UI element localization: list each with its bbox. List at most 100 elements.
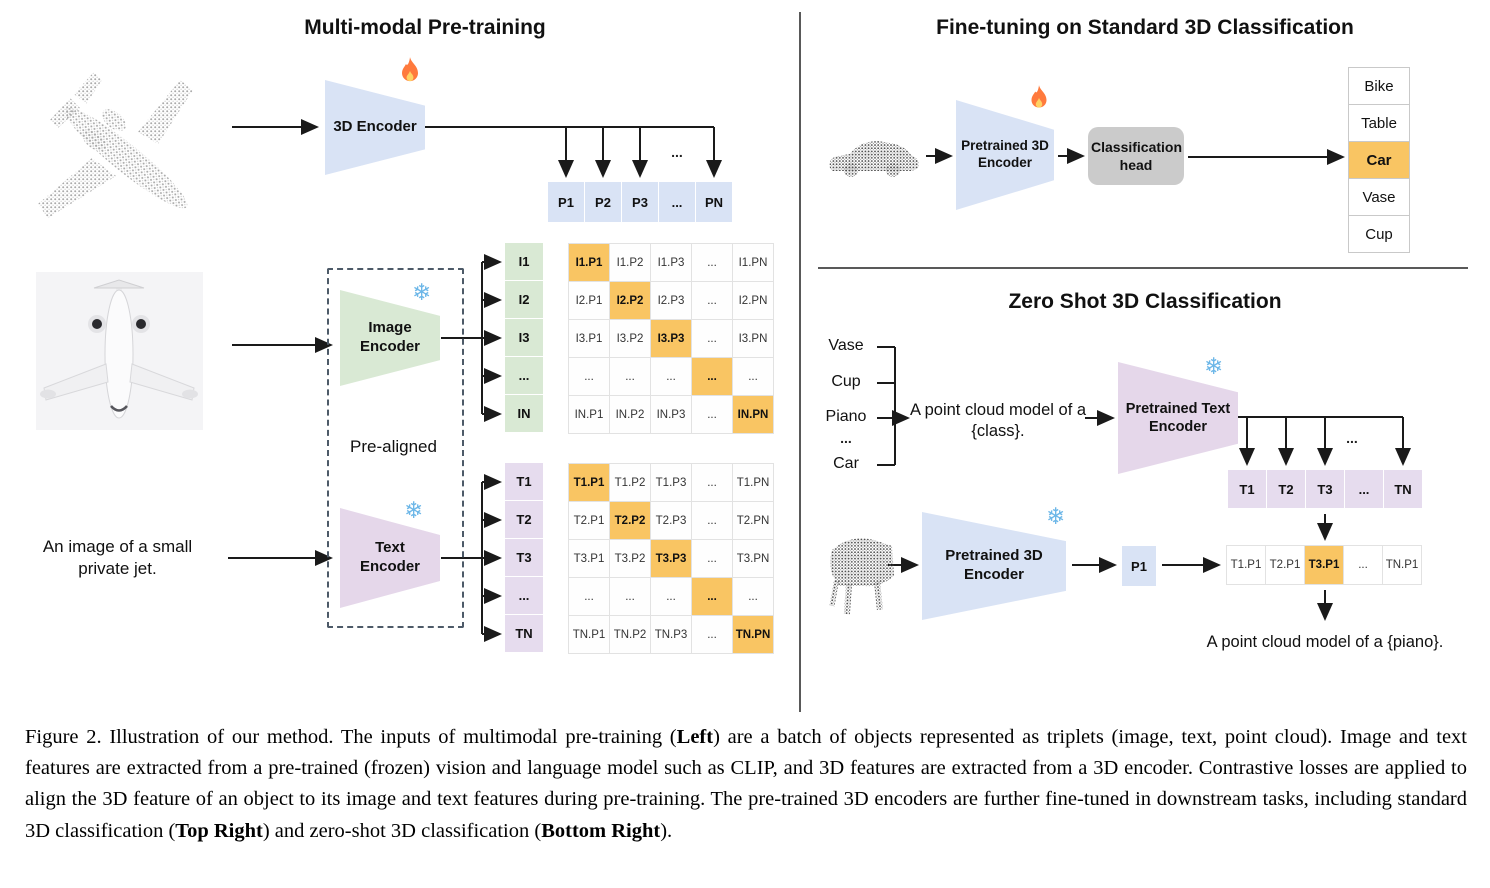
t-feature-cell: TN bbox=[1384, 470, 1422, 508]
zeroshot-3d-encoder: Pretrained 3D Encoder bbox=[922, 512, 1066, 620]
image-feature-labels: I1 I2 I3 ... IN bbox=[505, 243, 543, 432]
p-feature-cell: P1 bbox=[548, 182, 584, 222]
p-feature-cell: P2 bbox=[585, 182, 621, 222]
matrix-cell: T3.P2 bbox=[610, 540, 650, 577]
matrix-cell: T2.P1 bbox=[569, 502, 609, 539]
matrix-cell: ... bbox=[610, 358, 650, 395]
snowflake-icon: ❄ bbox=[412, 280, 432, 306]
private-jet-image bbox=[36, 272, 203, 430]
predicted-class: Car bbox=[1349, 142, 1409, 179]
class-option: Cup bbox=[1365, 225, 1393, 243]
matrix-cell: ... bbox=[692, 540, 732, 577]
class-list: Bike Table Car Vase Cup bbox=[1348, 67, 1410, 253]
fire-icon bbox=[402, 57, 418, 82]
best-match-cell: T3.P1 bbox=[1305, 546, 1343, 584]
p1-feature-cell: P1 bbox=[1122, 546, 1156, 586]
pretraining-title: Multi-modal Pre-training bbox=[304, 16, 546, 39]
airplane-point-cloud bbox=[38, 72, 193, 218]
t-feature-cell: T3 bbox=[1306, 470, 1344, 508]
classification-head-label: Classification head bbox=[1091, 138, 1183, 173]
matrix-cell: TN.P1 bbox=[569, 616, 609, 653]
snowflake-icon: ❄ bbox=[404, 498, 424, 524]
prompt-template: A point cloud model of a {class}. bbox=[909, 401, 1087, 441]
encoder-3d: 3D Encoder bbox=[325, 80, 425, 175]
snowflake-icon: ❄ bbox=[1204, 354, 1224, 380]
matrix-cell: IN.PN bbox=[733, 396, 773, 433]
image-point-similarity-matrix: I1.P1 I1.P2 I1.P3 ... I1.PN I2.P1 I2.P2 … bbox=[568, 243, 774, 434]
matrix-cell: TN.P2 bbox=[610, 616, 650, 653]
matrix-cell: ... bbox=[692, 358, 732, 395]
snowflake-icon: ❄ bbox=[1046, 504, 1066, 530]
matrix-cell: T1.PN bbox=[733, 464, 773, 501]
matrix-cell: ... bbox=[692, 578, 732, 615]
ellipsis-label: ... bbox=[671, 144, 683, 160]
encoder-3d-label: 3D Encoder bbox=[333, 118, 417, 136]
text-feature-labels: T1 T2 T3 ... TN bbox=[505, 463, 543, 652]
class-option: Table bbox=[1349, 105, 1409, 142]
pre-aligned-label: Pre-aligned bbox=[350, 437, 437, 456]
text-input-sample: An image of a small private jet. bbox=[42, 537, 193, 579]
matrix-cell: TN.P3 bbox=[651, 616, 691, 653]
matrix-cell: ... bbox=[651, 578, 691, 615]
text-encoder-label: Text Encoder bbox=[359, 539, 420, 575]
ellipsis-label: ... bbox=[1346, 430, 1358, 446]
similarity-cell: T2.P1 bbox=[1266, 546, 1304, 584]
image-encoder-label: Image Encoder bbox=[359, 319, 420, 355]
pretrained-text-encoder-label: Pretrained Text Encoder bbox=[1125, 400, 1231, 435]
zeroshot-3d-encoder-label: Pretrained 3D Encoder bbox=[945, 547, 1043, 583]
matrix-cell: I3.P1 bbox=[569, 320, 609, 357]
matrix-cell: ... bbox=[569, 358, 609, 395]
p-feature-cell: P3 bbox=[622, 182, 658, 222]
matrix-cell: ... bbox=[610, 578, 650, 615]
matrix-cell: T1.P1 bbox=[569, 464, 609, 501]
matrix-cell: T3.P3 bbox=[651, 540, 691, 577]
matrix-cell: TN.PN bbox=[733, 616, 773, 653]
matrix-cell: I1.P1 bbox=[569, 244, 609, 281]
p-feature-row: P1 P2 P3 ... PN bbox=[548, 182, 732, 222]
matrix-cell: ... bbox=[692, 396, 732, 433]
matrix-cell: ... bbox=[692, 616, 732, 653]
matrix-cell: I2.P1 bbox=[569, 282, 609, 319]
p-feature-cell: PN bbox=[696, 182, 732, 222]
t-feature-row: T1 T2 T3 ... TN bbox=[1228, 470, 1422, 508]
image-feature-cell: I2 bbox=[505, 281, 543, 318]
matrix-cell: ... bbox=[692, 282, 732, 319]
similarity-cell: TN.P1 bbox=[1383, 546, 1421, 584]
candidate-class: Vase bbox=[828, 337, 864, 354]
t-feature-cell: T2 bbox=[1267, 470, 1305, 508]
matrix-cell: ... bbox=[733, 358, 773, 395]
figure-caption: Figure 2. Illustration of our method. Th… bbox=[25, 726, 1467, 842]
similarity-cell: ... bbox=[1344, 546, 1382, 584]
fire-icon bbox=[1031, 85, 1047, 108]
matrix-cell: ... bbox=[692, 502, 732, 539]
matrix-cell: T2.P2 bbox=[610, 502, 650, 539]
matrix-cell: I1.P2 bbox=[610, 244, 650, 281]
matrix-cell: ... bbox=[692, 320, 732, 357]
matrix-cell: I2.P2 bbox=[610, 282, 650, 319]
matrix-cell: ... bbox=[651, 358, 691, 395]
class-option: Bike bbox=[1349, 68, 1409, 105]
matrix-cell: I1.P3 bbox=[651, 244, 691, 281]
similarity-cell: T1.P1 bbox=[1227, 546, 1265, 584]
candidate-class: Piano bbox=[825, 408, 867, 425]
ellipsis-label: ... bbox=[840, 430, 852, 446]
text-feature-cell: T1 bbox=[505, 463, 543, 500]
matrix-cell: ... bbox=[569, 578, 609, 615]
text-feature-cell: TN bbox=[505, 615, 543, 652]
matrix-cell: I3.PN bbox=[733, 320, 773, 357]
car-point-cloud bbox=[829, 141, 919, 177]
matrix-cell: IN.P1 bbox=[569, 396, 609, 433]
matrix-cell: T1.P2 bbox=[610, 464, 650, 501]
t-feature-cell: T1 bbox=[1228, 470, 1266, 508]
matrix-cell: I2.P3 bbox=[651, 282, 691, 319]
pretrained-3d-encoder: Pretrained 3D Encoder bbox=[956, 100, 1054, 210]
matrix-cell: T3.PN bbox=[733, 540, 773, 577]
piano-point-cloud bbox=[829, 538, 894, 615]
p-feature-cell: ... bbox=[659, 182, 695, 222]
class-option: Vase bbox=[1349, 179, 1409, 216]
text-feature-cell: ... bbox=[505, 577, 543, 614]
matrix-cell: T2.PN bbox=[733, 502, 773, 539]
image-feature-cell: IN bbox=[505, 395, 543, 432]
similarity-row: T1.P1 T2.P1 T3.P1 ... TN.P1 bbox=[1226, 545, 1422, 585]
